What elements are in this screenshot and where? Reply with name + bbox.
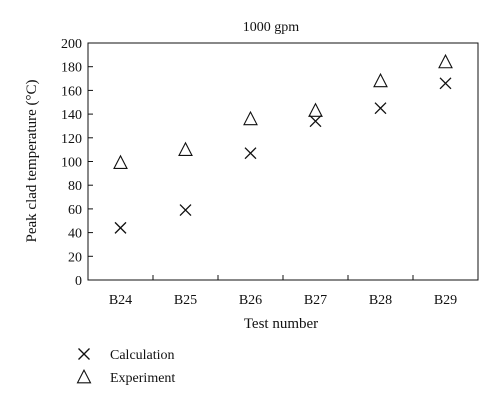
y-axis: 0 20 40 60 80 100 120 140 160 180 200 bbox=[61, 37, 93, 289]
experiment-point bbox=[373, 72, 388, 88]
experiment-point bbox=[438, 53, 453, 69]
y-axis-title: Peak clad temperature (°C) bbox=[24, 79, 40, 242]
y-tick-label: 160 bbox=[61, 84, 82, 99]
calculation-point bbox=[114, 221, 127, 234]
x-tick-label: B29 bbox=[434, 293, 457, 308]
data-points bbox=[113, 53, 453, 234]
calculation-point bbox=[244, 147, 257, 160]
legend: Calculation Experiment bbox=[76, 348, 175, 386]
y-tick-label: 100 bbox=[61, 156, 82, 171]
y-tick-label: 80 bbox=[68, 179, 82, 194]
calculation-point bbox=[179, 204, 192, 217]
x-tick-label: B28 bbox=[369, 293, 392, 308]
x-tick-label: B24 bbox=[109, 293, 132, 308]
plot-frame bbox=[87, 42, 479, 281]
legend-label: Calculation bbox=[110, 348, 175, 363]
y-tick-label: 60 bbox=[68, 203, 82, 218]
y-tick-label: 180 bbox=[61, 61, 82, 76]
y-tick-label: 0 bbox=[75, 274, 82, 289]
x-tick-label: B25 bbox=[174, 293, 197, 308]
y-tick-label: 200 bbox=[61, 37, 82, 52]
x-tick-label: B27 bbox=[304, 293, 327, 308]
x-axis-title: Test number bbox=[244, 316, 318, 332]
plot-border bbox=[87, 42, 479, 281]
y-tick-label: 120 bbox=[61, 132, 82, 147]
legend-label: Experiment bbox=[110, 371, 175, 386]
y-tick-label: 140 bbox=[61, 108, 82, 123]
calculation-point bbox=[439, 77, 452, 90]
calculation-point bbox=[309, 115, 322, 128]
chart-title: 1000 gpm bbox=[243, 20, 300, 35]
calculation-point bbox=[374, 102, 387, 115]
experiment-point bbox=[178, 141, 193, 157]
y-tick-label: 20 bbox=[68, 250, 82, 265]
legend-triangle-icon bbox=[76, 368, 92, 384]
experiment-point bbox=[308, 102, 323, 117]
x-axis: B24 B25 B26 B27 B28 B29 bbox=[109, 275, 457, 308]
legend-cross-icon bbox=[78, 348, 90, 360]
y-tick-label: 40 bbox=[68, 227, 82, 242]
experiment-point bbox=[113, 154, 128, 170]
experiment-point bbox=[243, 110, 258, 126]
x-tick-label: B26 bbox=[239, 293, 262, 308]
